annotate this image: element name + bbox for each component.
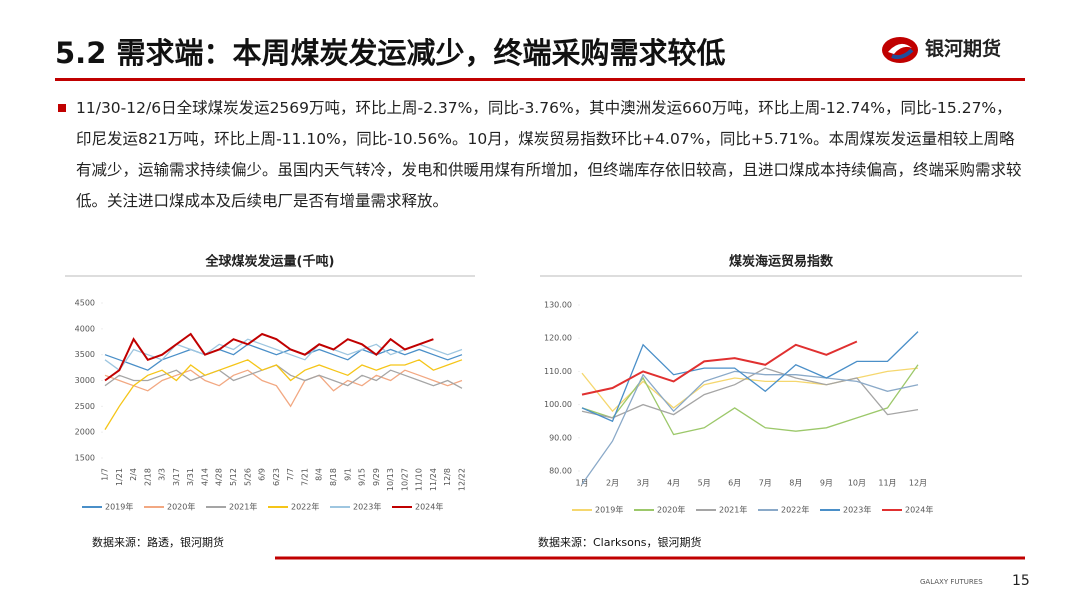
- legend-label: 2023年: [843, 505, 871, 515]
- x-tick-label: 5月: [698, 479, 711, 488]
- x-tick-label: 3/17: [172, 468, 181, 486]
- x-tick-label: 8/4: [315, 468, 324, 481]
- series-line: [104, 338, 463, 372]
- y-tick-label: 3000: [75, 376, 95, 385]
- x-tick-label: 11/24: [429, 468, 438, 491]
- x-tick-label: 10/13: [386, 468, 395, 491]
- series-line: [104, 364, 463, 389]
- x-tick-label: 2月: [606, 479, 619, 488]
- legend-label: 2020年: [167, 502, 195, 512]
- x-tick-label: 3/3: [158, 468, 167, 481]
- chart-source: 数据来源：路透，银河期货: [92, 535, 224, 549]
- series-line: [104, 332, 434, 382]
- y-tick-label: 110.00: [544, 367, 572, 376]
- page-number: 15: [1012, 573, 1030, 589]
- x-tick-label: 5/12: [229, 468, 238, 486]
- legend-label: 2024年: [905, 505, 933, 515]
- y-tick-label: 4000: [75, 324, 95, 333]
- legend-label: 2023年: [353, 502, 381, 512]
- y-tick-label: 1500: [75, 454, 95, 463]
- x-tick-label: 1/7: [101, 468, 110, 481]
- chart-source: 数据来源：Clarksons，银河期货: [538, 535, 702, 549]
- x-tick-label: 9/15: [358, 468, 367, 486]
- x-tick-label: 4/28: [215, 468, 224, 486]
- x-tick-label: 12月: [909, 479, 927, 488]
- footer-brand: GALAXY FUTURES: [920, 578, 983, 586]
- x-tick-label: 9/1: [343, 468, 352, 481]
- y-tick-label: 80.00: [549, 467, 572, 476]
- logo-icon: [882, 37, 918, 63]
- x-tick-label: 9/29: [372, 468, 381, 486]
- slide-title: 5.2 需求端：本周煤炭发运减少，终端采购需求较低: [55, 36, 726, 70]
- legend-label: 2022年: [291, 502, 319, 512]
- y-tick-label: 2500: [75, 402, 95, 411]
- series-line: [581, 367, 919, 413]
- y-tick-label: 2000: [75, 428, 95, 437]
- x-tick-label: 10/27: [400, 468, 409, 491]
- x-tick-label: 6月: [728, 479, 741, 488]
- y-tick-label: 3500: [75, 350, 95, 359]
- x-tick-label: 3/31: [186, 468, 195, 486]
- x-tick-label: 6/23: [272, 468, 281, 486]
- x-tick-label: 11/10: [415, 468, 424, 491]
- logo-text: 银河期货: [925, 38, 1002, 60]
- x-tick-label: 2/18: [143, 468, 152, 486]
- x-tick-label: 12/8: [443, 468, 452, 486]
- series-line: [581, 331, 919, 423]
- chart-title: 煤炭海运贸易指数: [729, 254, 834, 270]
- x-tick-label: 7/21: [300, 468, 309, 486]
- x-tick-label: 1/21: [115, 468, 124, 486]
- x-tick-label: 6/9: [258, 468, 267, 481]
- legend-label: 2021年: [229, 502, 257, 512]
- body-text: 11/30-12/6日全球煤炭发运2569万吨，环比上周-2.37%，同比-3.…: [76, 99, 1022, 210]
- x-tick-label: 11月: [878, 479, 896, 488]
- series-line: [581, 370, 919, 485]
- series-line: [104, 359, 463, 430]
- x-tick-label: 1月: [575, 479, 588, 488]
- y-tick-label: 100.00: [544, 400, 572, 409]
- x-tick-label: 5/26: [243, 468, 252, 486]
- legend-label: 2020年: [657, 505, 685, 515]
- x-tick-label: 10月: [848, 479, 866, 488]
- x-tick-label: 8月: [789, 479, 802, 488]
- y-tick-label: 130.00: [544, 301, 572, 310]
- x-tick-label: 12/22: [458, 468, 467, 491]
- chart-title: 全球煤炭发运量(千吨): [205, 254, 335, 270]
- x-tick-label: 7/7: [286, 468, 295, 481]
- legend-label: 2019年: [105, 502, 133, 512]
- series-line: [581, 367, 919, 419]
- y-tick-label: 4500: [75, 299, 95, 308]
- legend-label: 2019年: [595, 505, 623, 515]
- x-tick-label: 4/14: [200, 468, 209, 486]
- legend-label: 2021年: [719, 505, 747, 515]
- y-tick-label: 90.00: [549, 433, 572, 442]
- x-tick-label: 7月: [759, 479, 772, 488]
- legend-label: 2022年: [781, 505, 809, 515]
- x-tick-label: 4月: [667, 479, 680, 488]
- bullet: [58, 104, 66, 112]
- x-tick-label: 8/18: [329, 468, 338, 486]
- header-rule: [55, 78, 1025, 81]
- y-tick-label: 120.00: [544, 334, 572, 343]
- series-line: [581, 340, 858, 396]
- legend-label: 2024年: [415, 502, 443, 512]
- x-tick-label: 9月: [820, 479, 833, 488]
- x-tick-label: 3月: [637, 479, 650, 488]
- x-tick-label: 2/4: [129, 468, 138, 481]
- series-line: [104, 369, 463, 408]
